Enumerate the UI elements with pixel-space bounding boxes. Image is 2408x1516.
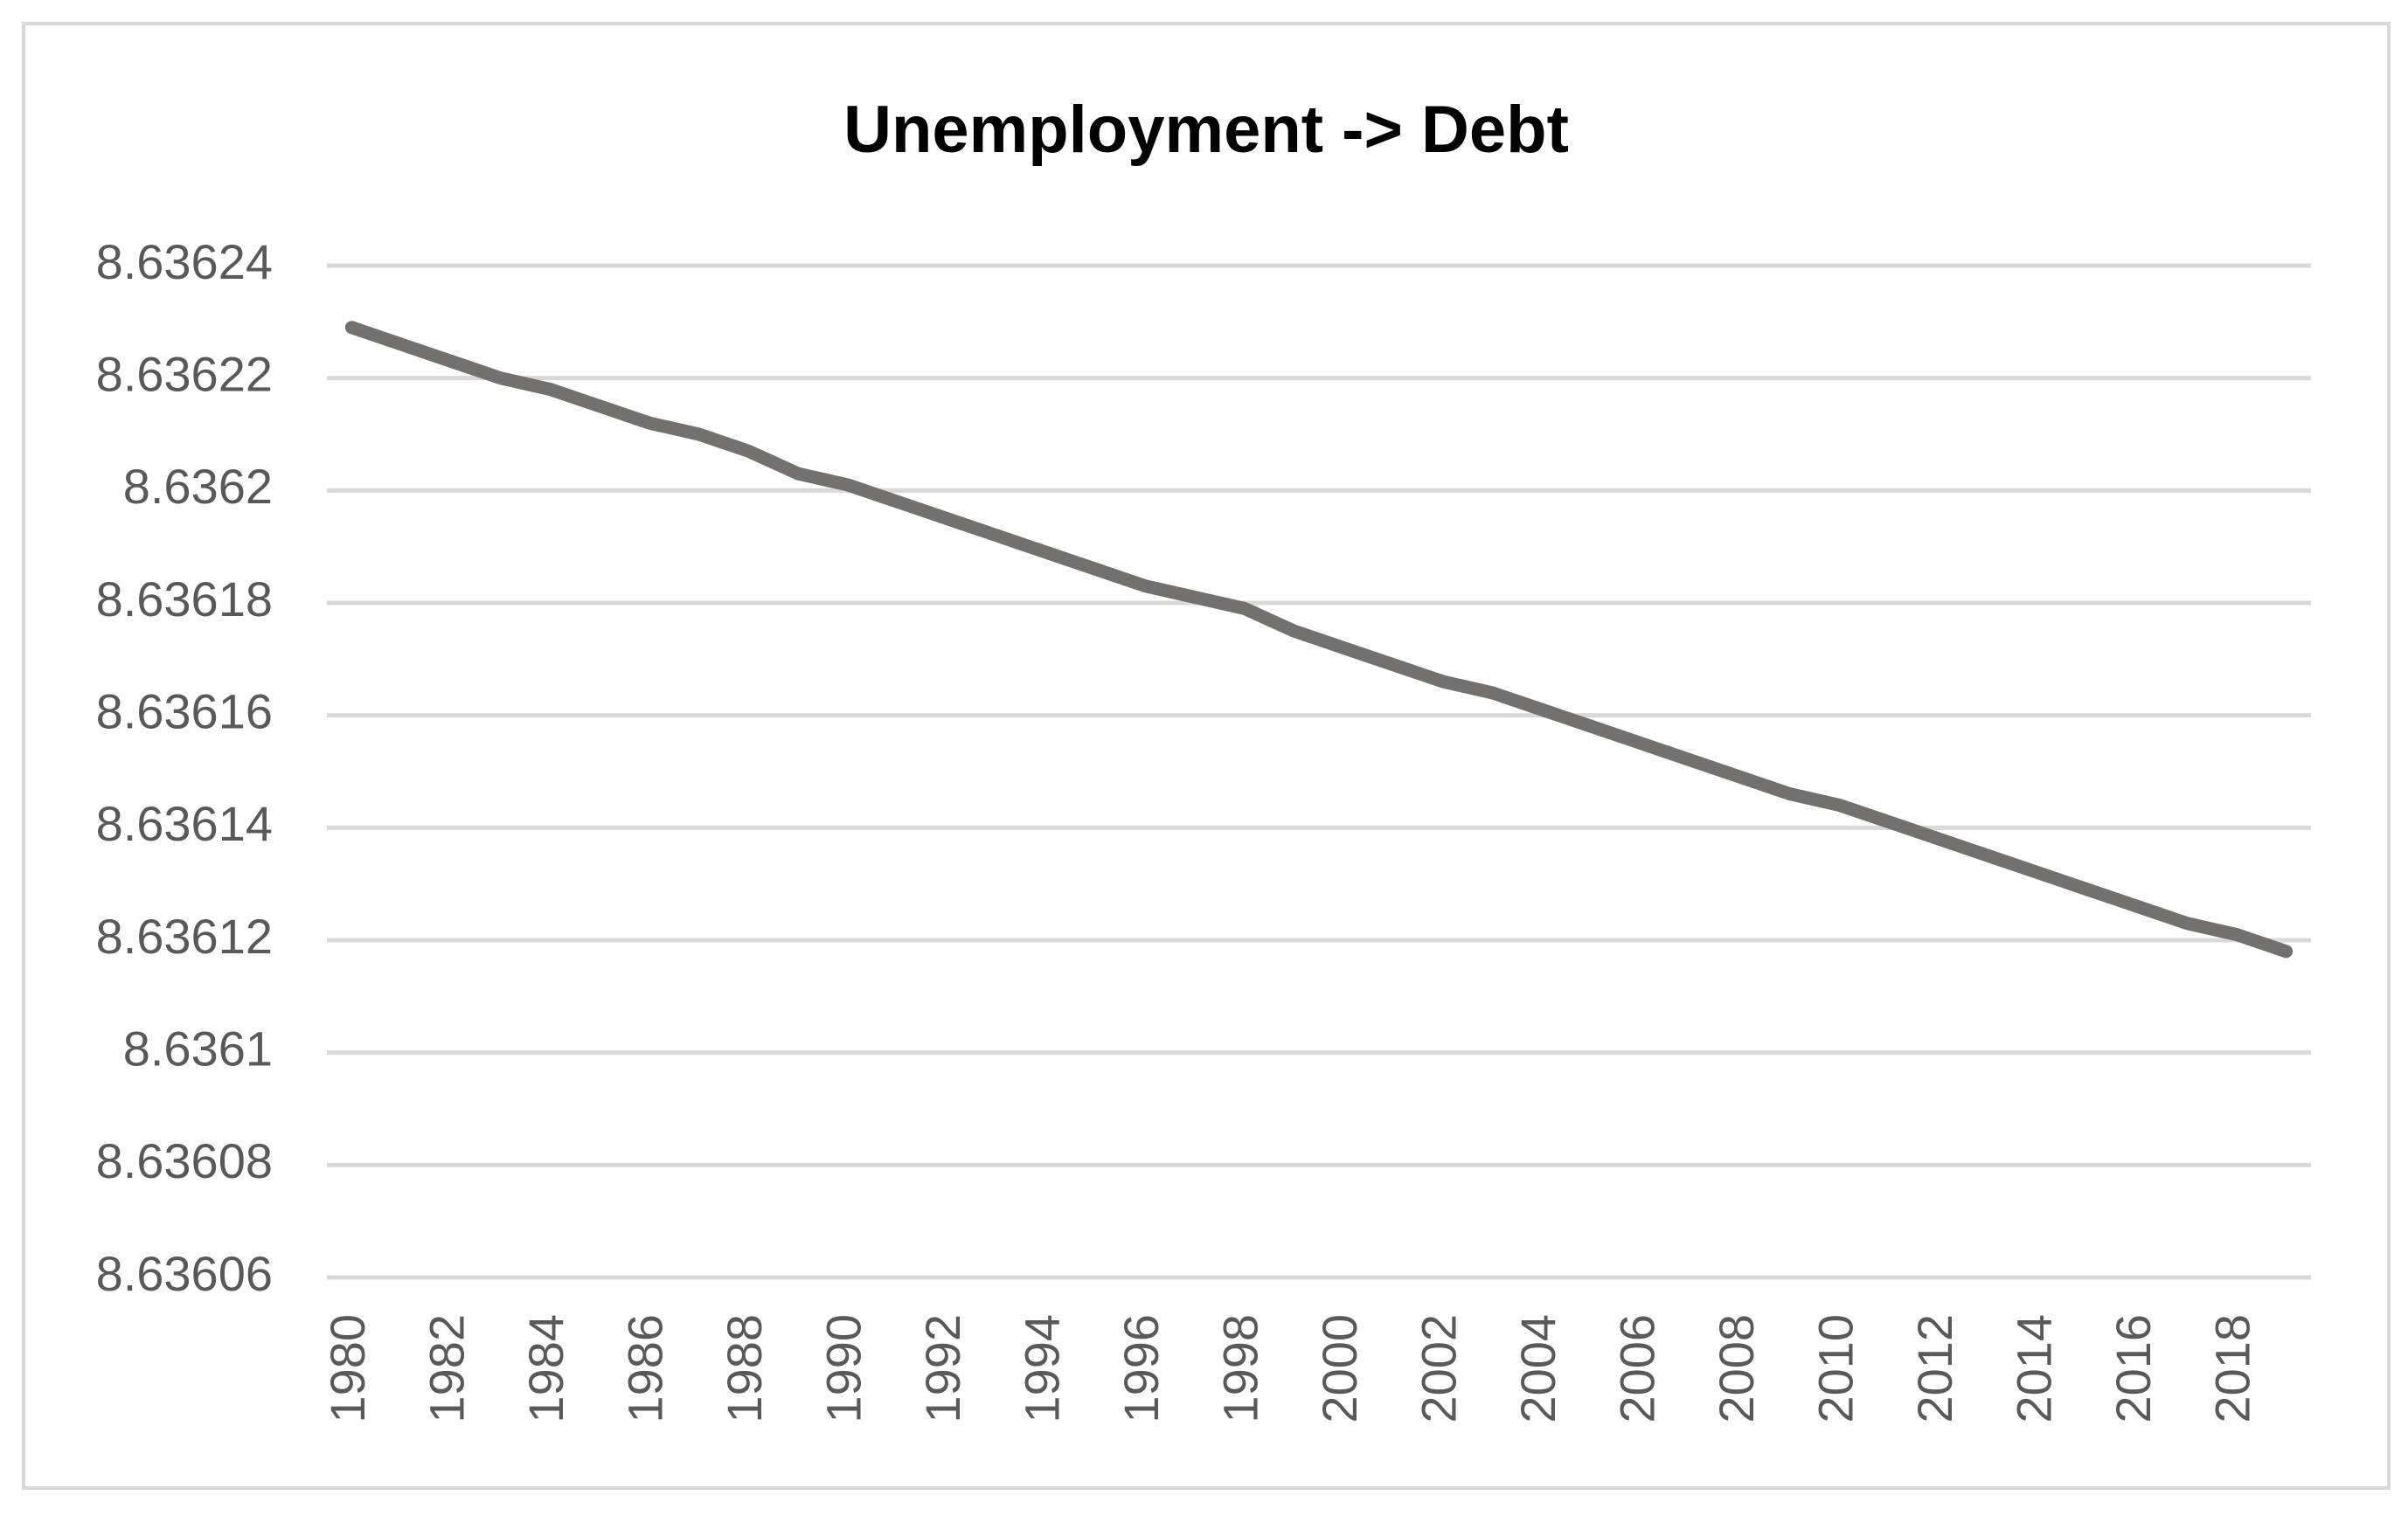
x-tick-label: 1988 (717, 1314, 772, 1423)
y-tick-label: 8.63616 (96, 683, 273, 738)
x-tick-label: 2000 (1312, 1314, 1367, 1423)
chart-title: Unemployment -> Debt (843, 93, 1569, 167)
x-tick-label: 1996 (1114, 1314, 1169, 1423)
y-tick-label: 8.63606 (96, 1246, 273, 1301)
x-tick-label: 1980 (320, 1314, 375, 1423)
x-tick-label: 2016 (2106, 1314, 2161, 1423)
x-tick-label: 2012 (1907, 1314, 1962, 1423)
x-tick-label: 2002 (1412, 1314, 1467, 1423)
x-tick-label: 2004 (1510, 1314, 1565, 1423)
x-tick-label: 2008 (1709, 1314, 1764, 1423)
x-tick-label: 2018 (2205, 1314, 2260, 1423)
y-tick-label: 8.63622 (96, 346, 273, 401)
data-line (344, 321, 2293, 959)
y-tick-label: 8.63608 (96, 1133, 273, 1188)
x-tick-label: 1982 (420, 1314, 475, 1423)
x-tick-label: 2010 (1808, 1314, 1863, 1423)
x-tick-label: 2014 (2007, 1314, 2062, 1423)
x-tick-label: 2006 (1610, 1314, 1665, 1423)
x-tick-label: 1990 (816, 1314, 871, 1423)
y-tick-label: 8.6361 (123, 1021, 273, 1076)
x-tick-label: 1998 (1213, 1314, 1268, 1423)
y-tick-label: 8.63618 (96, 571, 273, 626)
x-tick-label: 1986 (618, 1314, 673, 1423)
y-tick-label: 8.63612 (96, 909, 273, 964)
chart-border (22, 22, 2391, 1490)
y-tick-label: 8.63624 (96, 234, 273, 289)
y-tick-label: 8.63614 (96, 796, 273, 851)
x-tick-label: 1994 (1015, 1314, 1070, 1423)
x-tick-label: 1984 (518, 1314, 573, 1423)
x-tick-label: 1992 (915, 1314, 970, 1423)
y-tick-label: 8.6362 (123, 459, 273, 514)
